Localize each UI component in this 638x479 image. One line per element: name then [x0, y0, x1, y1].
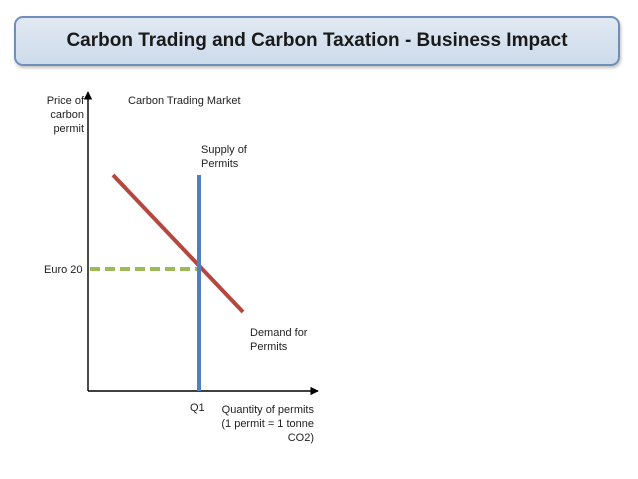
demand-label: Demand for Permits [250, 327, 308, 353]
quantity-label: Q1 [190, 402, 205, 414]
chart-heading: Carbon Trading Market [128, 95, 241, 107]
demand-curve [111, 173, 245, 314]
y-axis-label: Price of carbon permit [46, 95, 84, 135]
x-axis-label: Quantity of permits (1 permit = 1 tonne … [221, 404, 314, 444]
slide-title-box: Carbon Trading and Carbon Taxation - Bus… [14, 16, 620, 66]
supply-label: Supply of Permits [201, 144, 247, 170]
slide-title: Carbon Trading and Carbon Taxation - Bus… [66, 30, 568, 51]
price-label: Euro 20 [44, 264, 83, 276]
